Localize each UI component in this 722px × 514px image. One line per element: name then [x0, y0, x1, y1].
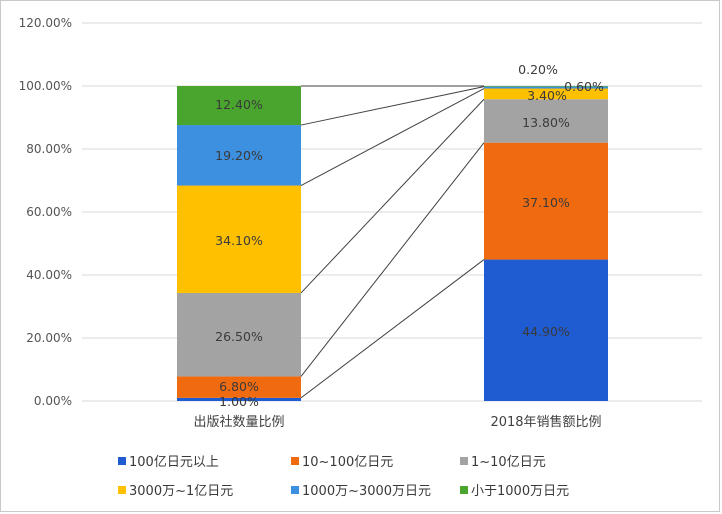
bar-segment — [484, 86, 608, 89]
data-label: 12.40% — [215, 97, 263, 112]
y-tick-label: 100.00% — [19, 79, 72, 93]
bar-segment — [177, 292, 301, 377]
connector-line — [300, 259, 485, 399]
legend-label: 10~100亿日元 — [302, 455, 393, 470]
data-label: 0.60% — [564, 79, 604, 94]
y-tick-label: 0.00% — [34, 394, 72, 408]
connector-line — [300, 142, 485, 377]
connector-line — [300, 98, 485, 294]
connector-line — [300, 88, 485, 186]
data-label: 0.20% — [518, 62, 558, 77]
connector-line — [300, 86, 485, 126]
legend-swatch — [460, 486, 468, 494]
bar-segment — [177, 86, 301, 126]
y-tick-label: 60.00% — [26, 205, 72, 219]
y-tick-label: 40.00% — [26, 268, 72, 282]
legend-label: 100亿日元以上 — [129, 455, 219, 470]
data-label: 19.20% — [215, 148, 263, 163]
data-label: 6.80% — [219, 379, 259, 394]
legend-label: 1000万~3000万日元 — [302, 484, 431, 499]
legend-label: 3000万~1亿日元 — [129, 484, 233, 499]
y-tick-label: 80.00% — [26, 142, 72, 156]
legend-swatch — [291, 457, 299, 465]
data-label: 37.10% — [522, 195, 570, 210]
legend-swatch — [118, 486, 126, 494]
x-category-label: 出版社数量比例 — [193, 414, 284, 430]
y-tick-label: 20.00% — [26, 331, 72, 345]
bar-segment — [177, 125, 301, 186]
x-category-label: 2018年销售额比例 — [490, 414, 601, 430]
bar-segment — [484, 86, 608, 87]
data-label: 34.10% — [215, 233, 263, 248]
data-label: 13.80% — [522, 115, 570, 130]
data-label: 1.00% — [219, 394, 259, 409]
bar-segment — [177, 397, 301, 401]
bar-segment — [484, 142, 608, 260]
legend-label: 1~10亿日元 — [471, 455, 546, 470]
bar-segment — [484, 88, 608, 100]
legend-swatch — [460, 457, 468, 465]
data-label: 44.90% — [522, 324, 570, 339]
data-label: 26.50% — [215, 329, 263, 344]
legend-swatch — [118, 457, 126, 465]
bar-segment — [177, 185, 301, 293]
bar-segment — [484, 259, 608, 401]
legend-swatch — [291, 486, 299, 494]
bar-segment — [484, 99, 608, 143]
data-label: 3.40% — [527, 88, 567, 103]
legend-label: 小于1000万日元 — [471, 484, 569, 499]
y-tick-label: 120.00% — [19, 16, 72, 30]
bar-segment — [177, 376, 301, 398]
